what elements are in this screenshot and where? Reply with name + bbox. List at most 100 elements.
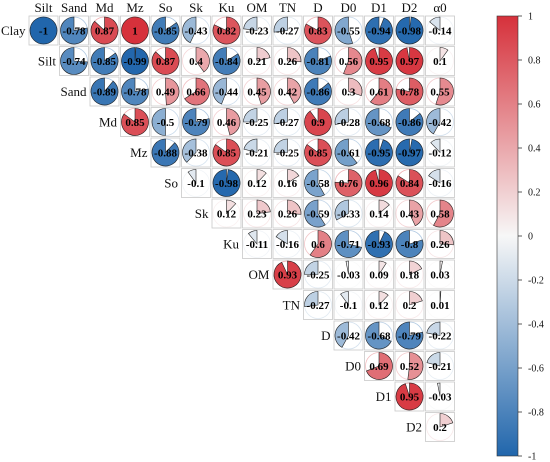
cell-value-label: -0.85: [154, 26, 177, 38]
cell-value-label: -0.79: [185, 117, 208, 129]
correlation-cell: 0.43: [394, 198, 425, 229]
cell-value-label: -0.98: [398, 26, 421, 38]
cell-value-label: -0.14: [429, 26, 452, 38]
cell-value-label: 0.95: [369, 56, 389, 68]
cell-value-label: 1: [132, 26, 138, 38]
cell-pie-mark: [275, 230, 288, 245]
cell-pie-mark: [212, 138, 241, 167]
correlation-cell: -0.44: [211, 76, 242, 107]
cell-pie-mark: [395, 138, 424, 167]
cell-value-label: 0.97: [400, 56, 420, 68]
cell-pie-mark: [365, 138, 393, 167]
color-legend-tick-label: 0.2: [528, 188, 541, 199]
cell-pie-mark: [304, 169, 325, 197]
correlation-cell: 0.2: [425, 412, 455, 442]
row-label: TN: [283, 298, 301, 313]
cell-value-label: 0.21: [247, 56, 266, 68]
correlation-cell: -0.86: [394, 107, 425, 137]
correlation-cell: -0.55: [333, 15, 364, 46]
cell-pie-mark: [29, 16, 58, 45]
cell-value-label: -0.55: [337, 26, 360, 38]
cell-pie-mark: [407, 352, 424, 380]
cell-value-label: 0.96: [369, 178, 389, 190]
correlation-cell: 0.26: [425, 229, 455, 259]
cell-pie-mark: [226, 199, 237, 215]
correlation-cell: 0.87: [150, 46, 181, 76]
cell-pie-mark: [395, 16, 424, 45]
correlation-cell: 0.87: [89, 15, 120, 46]
cell-pie-mark: [182, 108, 210, 136]
cell-value-label: -1: [39, 26, 48, 38]
cell-value-label: 0.3: [342, 87, 356, 99]
cell-pie-mark: [273, 16, 288, 33]
cell-value-label: 0.66: [186, 87, 206, 99]
column-label: D0: [341, 0, 357, 15]
cell-pie-mark: [340, 291, 349, 306]
cell-value-label: 0.82: [217, 26, 237, 38]
cell-value-label: -0.38: [185, 148, 208, 160]
cell-pie-mark: [243, 16, 258, 31]
cell-value-label: 0.52: [400, 361, 420, 373]
cell-pie-mark: [212, 16, 241, 45]
correlation-cell: 0.6: [303, 229, 333, 259]
cell-pie-mark: [304, 199, 326, 228]
cell-pie-mark: [256, 199, 271, 214]
color-legend-tick-label: 1: [528, 12, 533, 23]
cell-pie-mark: [395, 108, 424, 136]
correlation-cell: -0.03: [425, 381, 455, 412]
cell-pie-mark: [151, 16, 180, 45]
cell-pie-mark: [378, 199, 390, 215]
column-label: Sand: [61, 0, 88, 15]
cell-pie-mark: [212, 77, 227, 105]
correlation-cell: 0.69: [364, 351, 394, 381]
cell-value-label: -0.25: [246, 117, 269, 129]
cell-pie-mark: [365, 47, 393, 75]
correlation-cell: 0.26: [272, 198, 303, 229]
cell-pie-mark: [366, 352, 393, 380]
cell-pie-mark: [273, 108, 288, 125]
cell-pie-mark: [395, 169, 424, 197]
cell-value-label: 0.78: [400, 87, 420, 99]
cell-value-label: -0.99: [124, 56, 147, 68]
cell-value-label: -0.93: [368, 239, 391, 251]
cell-pie-mark: [439, 413, 454, 428]
correlation-cell: -0.22: [425, 320, 455, 351]
cell-pie-mark: [334, 108, 349, 125]
row-label: Mz: [130, 145, 148, 160]
row-label: Ku: [223, 237, 239, 252]
correlation-cell: -0.42: [425, 107, 455, 137]
correlation-cell: -0.28: [333, 107, 364, 137]
cell-pie-mark: [256, 47, 271, 62]
color-legend-tick-label: 0.4: [528, 144, 541, 155]
cell-pie-mark: [378, 291, 389, 306]
cell-pie-mark: [121, 108, 149, 136]
cell-value-label: -0.11: [246, 239, 268, 251]
cell-value-label: 0.85: [125, 117, 145, 129]
column-label: D2: [402, 0, 418, 15]
correlation-cell: -0.71: [333, 229, 364, 259]
cell-value-label: -0.95: [368, 148, 391, 160]
cell-value-label: 0.55: [430, 87, 450, 99]
cell-pie-mark: [439, 230, 454, 246]
cell-value-label: 0.09: [369, 270, 389, 282]
correlation-cell: -0.98: [394, 15, 425, 46]
cell-pie-mark: [243, 138, 258, 153]
cell-value-label: 0.61: [369, 87, 388, 99]
cell-pie-mark: [121, 77, 149, 106]
cell-pie-mark: [151, 47, 180, 75]
cell-value-label: 0.1: [433, 56, 447, 68]
cell-pie-mark: [304, 47, 332, 75]
cell-value-label: -0.27: [276, 26, 299, 38]
cell-value-label: 0.03: [430, 270, 450, 282]
correlation-cell: -0.8: [394, 229, 425, 259]
correlation-cell: 0.85: [303, 137, 333, 168]
correlation-cell: 0.12: [211, 198, 242, 229]
cell-value-label: 0.56: [339, 56, 359, 68]
cell-value-label: 0.45: [247, 87, 267, 99]
correlation-cell: 0.58: [425, 198, 455, 229]
correlation-cell: 0.95: [394, 381, 425, 412]
cell-value-label: 0.6: [311, 239, 325, 251]
correlation-cell: -0.68: [364, 107, 394, 137]
correlation-cell: -0.58: [303, 168, 333, 198]
